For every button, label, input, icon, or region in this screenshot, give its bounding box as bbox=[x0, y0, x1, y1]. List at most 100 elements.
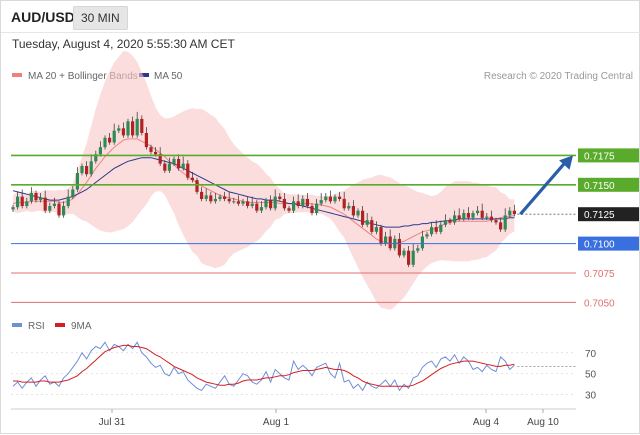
candle bbox=[379, 224, 383, 246]
candle bbox=[48, 202, 52, 214]
candle-body bbox=[43, 197, 47, 211]
candle bbox=[117, 124, 121, 134]
rsi-legend-swatch bbox=[12, 323, 22, 327]
candle bbox=[34, 190, 38, 203]
candle bbox=[158, 147, 162, 166]
candle-body bbox=[213, 198, 217, 202]
candle bbox=[485, 213, 489, 221]
candle bbox=[499, 217, 503, 232]
candle bbox=[287, 205, 291, 214]
candle-body bbox=[425, 234, 429, 237]
candle-body bbox=[370, 220, 374, 232]
rsi-plot-area: 70 50 30 bbox=[11, 341, 597, 402]
candle-body bbox=[292, 201, 296, 211]
candle bbox=[361, 205, 365, 228]
candle-body bbox=[34, 193, 38, 201]
candle bbox=[420, 230, 424, 251]
candle-body bbox=[356, 210, 360, 216]
candle bbox=[62, 201, 66, 218]
candle-body bbox=[361, 210, 365, 225]
candle bbox=[121, 122, 125, 138]
candle-body bbox=[85, 166, 89, 175]
candle bbox=[98, 141, 102, 157]
candle bbox=[43, 190, 47, 214]
candle bbox=[512, 204, 516, 217]
candle bbox=[356, 208, 360, 218]
candle-body bbox=[80, 166, 84, 174]
candle bbox=[259, 201, 263, 214]
candle-body bbox=[287, 208, 291, 211]
candle-body bbox=[223, 196, 227, 199]
candle bbox=[416, 244, 420, 254]
candle-body bbox=[384, 236, 388, 244]
candle bbox=[135, 111, 139, 138]
candle bbox=[333, 194, 337, 204]
candle-body bbox=[135, 118, 139, 136]
candle bbox=[246, 196, 250, 209]
candle-body bbox=[103, 137, 107, 148]
projection-arrow bbox=[519, 159, 569, 216]
candle-body bbox=[462, 213, 466, 219]
candle-body bbox=[282, 198, 286, 209]
interval-button[interactable]: 30 MIN bbox=[73, 6, 128, 30]
candle bbox=[103, 135, 107, 150]
level-label: 0.7175 bbox=[584, 151, 615, 162]
candle bbox=[494, 217, 498, 225]
candle bbox=[315, 198, 319, 216]
candle-body bbox=[131, 121, 135, 136]
candle-body bbox=[117, 128, 121, 131]
price-plot-area bbox=[11, 50, 516, 310]
candle-body bbox=[62, 206, 66, 216]
candle-body bbox=[448, 220, 452, 223]
candle-body bbox=[167, 163, 171, 171]
candle bbox=[241, 198, 245, 206]
candle-body bbox=[66, 196, 70, 206]
rsi-tick-label: 30 bbox=[585, 391, 597, 402]
candle bbox=[213, 193, 217, 204]
level-lines: 0.7175 0.7150 0.7100 0.7075 0.7050 0.7125 bbox=[11, 148, 639, 309]
candle bbox=[204, 188, 208, 202]
candle bbox=[177, 154, 181, 171]
candle bbox=[29, 187, 33, 204]
candle-body bbox=[434, 227, 438, 232]
candle-body bbox=[319, 200, 323, 204]
candle bbox=[85, 161, 89, 177]
candle bbox=[94, 150, 98, 164]
candle bbox=[71, 185, 75, 199]
candle-body bbox=[471, 213, 475, 218]
candle bbox=[264, 197, 268, 210]
candle bbox=[144, 127, 148, 150]
candle-body bbox=[177, 158, 181, 169]
candle bbox=[57, 201, 61, 218]
time-tick-label: Aug 10 bbox=[527, 417, 559, 428]
candle-body bbox=[121, 128, 125, 136]
candle-body bbox=[158, 154, 162, 164]
candle bbox=[223, 191, 227, 202]
candle bbox=[305, 193, 309, 209]
candle-body bbox=[259, 207, 263, 211]
candle-body bbox=[342, 198, 346, 209]
candle-body bbox=[379, 227, 383, 244]
candle-body bbox=[241, 201, 245, 204]
candle-body bbox=[246, 201, 250, 206]
candle bbox=[282, 193, 286, 211]
candle bbox=[25, 197, 29, 209]
last-price-badge bbox=[578, 207, 639, 222]
level-label: 0.7050 bbox=[584, 298, 615, 309]
candle bbox=[301, 195, 305, 209]
candle-body bbox=[430, 227, 434, 235]
candle bbox=[342, 191, 346, 211]
candle bbox=[11, 204, 15, 212]
candle bbox=[20, 189, 24, 209]
chart-header: AUD/USD 30 MIN bbox=[1, 1, 640, 33]
candle bbox=[374, 221, 378, 235]
candle-body bbox=[172, 158, 176, 164]
candle bbox=[190, 171, 194, 183]
candle-body bbox=[397, 238, 401, 256]
candle-body bbox=[200, 191, 204, 199]
candle bbox=[200, 187, 204, 202]
rsi-tick-label: 70 bbox=[585, 349, 597, 360]
candle bbox=[411, 243, 415, 268]
candle-body bbox=[420, 236, 424, 249]
